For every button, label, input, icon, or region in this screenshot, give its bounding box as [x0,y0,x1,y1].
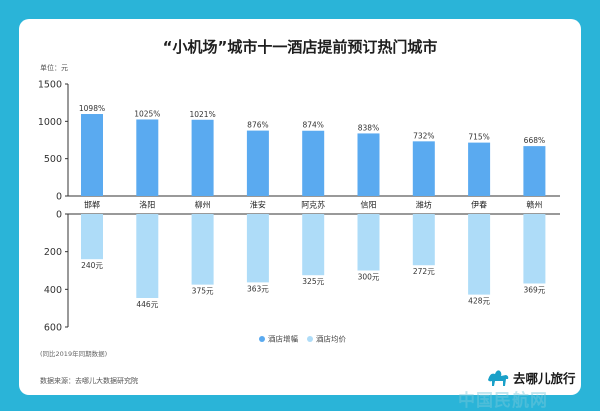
watermark: 中国民航网 [458,391,548,411]
growth-bar [136,119,159,196]
top-y-tick-label: 1500 [38,80,62,91]
price-bar-chart: 0 200 400 600 240元 446元 375元 363元 325元 300元 272元 42… [44,210,560,334]
legend-marker-growth [259,336,265,342]
price-data-label: 446元 [136,300,158,309]
top-y-tick-label: 0 [56,192,62,203]
unit-label: 单位：元 [40,63,68,72]
category-label: 邯郸 [84,200,100,210]
growth-data-label: 838% [358,123,379,132]
price-data-label: 240元 [81,261,103,270]
growth-bar [357,133,380,196]
growth-data-label: 1021% [189,110,215,119]
price-bar [191,214,214,285]
price-bar [523,214,546,284]
price-bar [412,214,435,266]
price-bar [136,214,159,298]
bottom-y-tick-label: 200 [44,247,62,258]
price-data-label: 272元 [413,267,435,276]
growth-data-label: 715% [468,133,489,142]
price-bar [246,214,269,283]
bottom-y-tick-label: 600 [44,323,62,334]
legend-label-price: 酒店均价 [316,334,346,344]
category-label: 洛阳 [139,200,155,210]
price-data-label: 300元 [358,273,380,282]
category-label: 淮安 [250,200,266,210]
bottom-y-tick-label: 400 [44,285,62,296]
category-label: 阿克苏 [301,200,325,210]
growth-bar [468,142,491,196]
price-bar [468,214,491,295]
price-bar [357,214,380,271]
growth-data-label: 876% [247,121,268,130]
price-data-label: 428元 [468,297,490,306]
growth-bar [412,141,435,196]
camel-logo-icon [486,366,510,388]
top-y-tick-label: 1000 [38,117,62,128]
growth-data-label: 874% [302,121,323,130]
growth-data-label: 668% [524,136,545,145]
comparison-note: (同比2019年同期数据) [40,349,107,358]
price-data-label: 369元 [523,285,545,294]
price-bar [302,214,325,276]
legend-marker-price [307,336,313,342]
category-label: 信阳 [361,200,377,210]
growth-data-label: 732% [413,131,434,140]
qunar-logo: 去哪儿旅行 [486,366,576,388]
price-data-label: 363元 [247,284,269,293]
top-y-tick-label: 500 [44,154,62,165]
growth-bar [302,130,325,196]
category-label: 潍坊 [416,200,432,210]
category-label: 柳州 [195,200,211,210]
category-labels: 邯郸 洛阳 柳州 淮安 阿克苏 信阳 潍坊 伊春 赣州 [84,200,542,210]
chart-card [19,19,581,395]
price-data-label: 375元 [192,287,214,296]
logo-text: 去哪儿旅行 [513,370,576,386]
growth-bar [81,114,103,196]
growth-bar [246,130,269,196]
growth-data-label: 1098% [79,104,105,113]
legend: 酒店增幅 酒店均价 [259,334,346,344]
bottom-y-tick-label: 0 [56,210,62,221]
growth-data-label: 1025% [134,109,160,118]
category-label: 伊春 [471,200,487,210]
category-label: 赣州 [526,200,542,210]
data-source: 数据来源：去哪儿大数据研究院 [40,377,138,385]
growth-bar [191,119,214,196]
growth-bar-chart: 0 500 1000 1500 1098% 1025% 1021% 876% 874% 838% 7… [38,80,560,203]
legend-label-growth: 酒店增幅 [268,334,298,344]
price-bar [81,214,103,260]
chart-title: “小机场”城市十一酒店提前预订热门城市 [162,38,438,56]
price-data-label: 325元 [302,277,324,286]
growth-bar [523,146,546,196]
